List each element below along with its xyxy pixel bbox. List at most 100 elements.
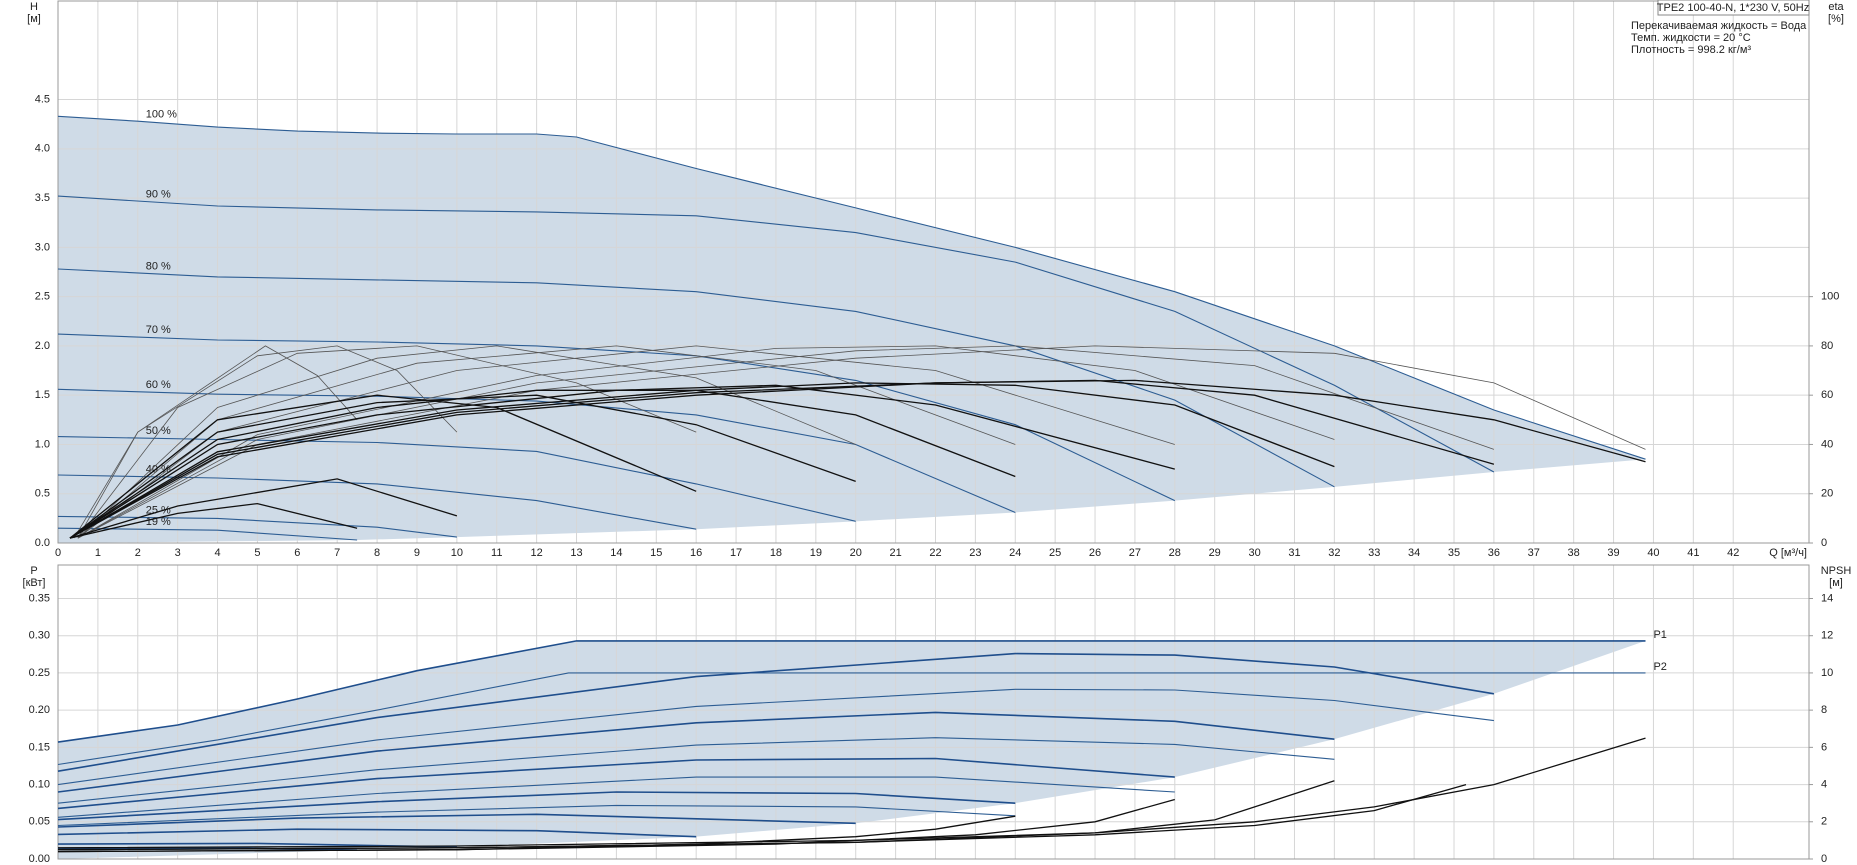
series-line — [57, 815, 1016, 853]
plot-frame — [57, 0, 1810, 544]
x-tick-label: 40 — [1647, 547, 1659, 559]
x-tick-label: 10 — [451, 547, 463, 559]
y2-tick-label: 0 — [1821, 537, 1827, 549]
x-tick-label: 6 — [294, 547, 300, 559]
x-tick-label: 2 — [135, 547, 141, 559]
y-tick-label: 1.5 — [35, 389, 50, 401]
series-label: 50 % — [146, 425, 171, 437]
y2-tick-label: 40 — [1821, 438, 1833, 450]
series-line — [57, 804, 1016, 827]
y-tick-label: 0.0 — [35, 537, 50, 549]
series-line — [57, 195, 1495, 473]
x-tick-label: 28 — [1169, 547, 1181, 559]
y-tick-label: 0.05 — [29, 816, 50, 828]
x-axis-label: Q [м³/ч] — [1769, 547, 1807, 559]
series-line — [57, 846, 358, 851]
y-tick-label: 0.35 — [29, 592, 50, 604]
series-line — [57, 333, 1176, 502]
x-tick-label: 11 — [491, 547, 502, 559]
y-tick-label: 0.30 — [29, 630, 50, 642]
series-line — [69, 478, 458, 539]
x-tick-label: 23 — [969, 547, 981, 559]
x-tick-label: 27 — [1129, 547, 1141, 559]
series-line — [57, 791, 1016, 821]
x-tick-label: 39 — [1607, 547, 1619, 559]
x-tick-label: 38 — [1568, 547, 1580, 559]
series-line — [57, 813, 856, 828]
series-line — [77, 345, 1335, 539]
x-tick-label: 42 — [1727, 547, 1739, 559]
series-line — [57, 672, 1646, 766]
y-axis-label: P — [30, 565, 37, 577]
series-label: 60 % — [146, 379, 171, 391]
y-tick-label: 1.0 — [35, 438, 50, 450]
chart-title: TPE2 100-40-N, 1*230 V, 50Hz — [1657, 2, 1809, 14]
y2-tick-label: 4 — [1821, 778, 1827, 790]
series-label: 25 % — [146, 504, 171, 516]
y-tick-label: 4.0 — [35, 143, 50, 155]
y-tick-label: 4.5 — [35, 93, 50, 105]
series-line — [77, 345, 697, 539]
series-line — [57, 828, 697, 838]
annotation: Плотность = 998.2 кг/м³ — [1631, 44, 1751, 56]
y2-tick-label: 20 — [1821, 488, 1833, 500]
y-axis-label: [кВт] — [23, 577, 46, 589]
y-tick-label: 2.5 — [35, 291, 50, 303]
x-tick-label: 8 — [374, 547, 380, 559]
y2-tick-label: 6 — [1821, 741, 1827, 753]
x-tick-label: 18 — [770, 547, 782, 559]
x-tick-label: 20 — [850, 547, 862, 559]
x-tick-label: 0 — [55, 547, 61, 559]
x-tick-label: 16 — [690, 547, 702, 559]
x-tick-label: 1 — [95, 547, 101, 559]
y2-tick-label: 14 — [1821, 592, 1833, 604]
series-line — [57, 780, 1335, 851]
series-line — [57, 436, 856, 522]
x-tick-label: 41 — [1687, 547, 1699, 559]
series-line — [57, 776, 1175, 818]
series-line — [77, 345, 458, 539]
x-tick-label: 29 — [1209, 547, 1221, 559]
x-tick-label: 7 — [334, 547, 340, 559]
x-tick-label: 33 — [1368, 547, 1380, 559]
y2-tick-label: 10 — [1821, 667, 1833, 679]
x-tick-label: 22 — [929, 547, 941, 559]
x-tick-label: 19 — [810, 547, 822, 559]
y-tick-label: 2.0 — [35, 340, 50, 352]
y2-axis-label: NPSH — [1821, 565, 1852, 577]
series-line — [57, 652, 1495, 772]
series-line — [57, 268, 1335, 488]
y2-tick-label: 100 — [1821, 291, 1839, 303]
x-tick-label: 5 — [254, 547, 260, 559]
x-tick-label: 4 — [214, 547, 220, 559]
operating-range — [58, 640, 1646, 859]
y-axis-label: H — [30, 1, 38, 13]
x-tick-label: 21 — [889, 547, 901, 559]
y2-tick-label: 60 — [1821, 389, 1833, 401]
y2-tick-label: 12 — [1821, 630, 1833, 642]
x-tick-label: 9 — [414, 547, 420, 559]
series-label: 70 % — [146, 324, 171, 336]
series-line — [57, 474, 697, 530]
y-tick-label: 0.15 — [29, 741, 50, 753]
y2-axis-label: [%] — [1828, 13, 1844, 25]
x-tick-label: 3 — [175, 547, 181, 559]
y2-tick-label: 2 — [1821, 816, 1827, 828]
series-line — [69, 389, 1016, 539]
x-tick-label: 32 — [1328, 547, 1340, 559]
y-tick-label: 3.0 — [35, 241, 50, 253]
y-tick-label: 0.00 — [29, 853, 50, 865]
y-tick-label: 0.25 — [29, 667, 50, 679]
series-line — [69, 502, 358, 539]
series-line — [57, 757, 1175, 810]
y2-axis-label: eta — [1828, 1, 1844, 13]
annotation: Перекачиваемая жидкость = Вода — [1631, 20, 1807, 32]
series-line — [69, 379, 1495, 539]
y2-axis-label: [м] — [1829, 577, 1843, 589]
y-tick-label: 0.10 — [29, 778, 50, 790]
y2-tick-label: 0 — [1821, 853, 1827, 865]
series-label: 90 % — [146, 188, 171, 200]
x-tick-label: 15 — [650, 547, 662, 559]
series-line — [69, 394, 856, 539]
